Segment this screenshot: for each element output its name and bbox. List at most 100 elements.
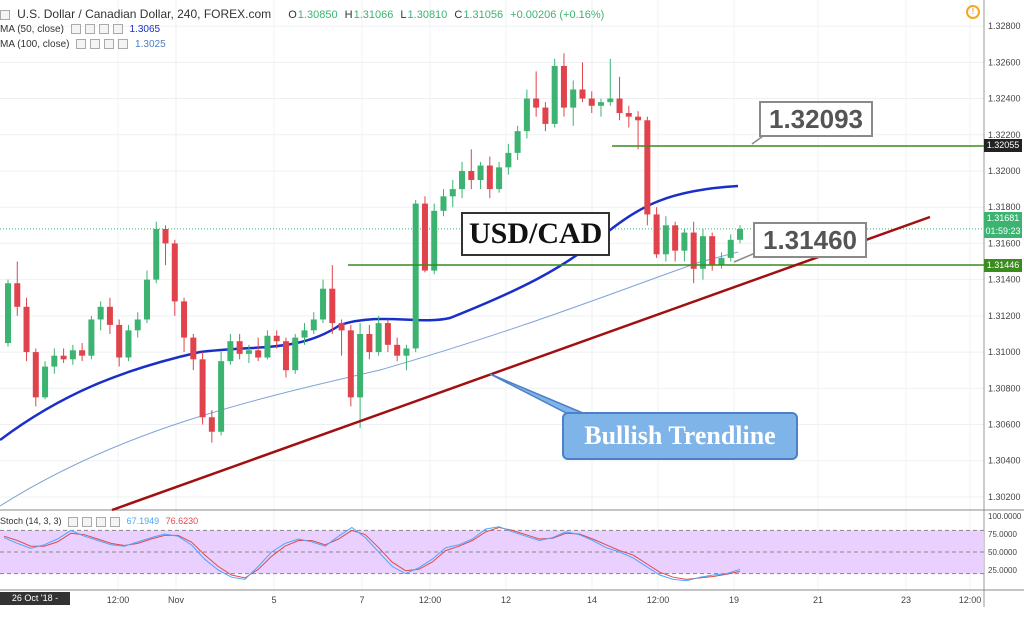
x-tick-label: 12:00 xyxy=(959,595,982,605)
candle-body xyxy=(607,98,614,103)
countdown-tag: 01:59:23 xyxy=(984,225,1022,238)
ma100-legend[interactable]: MA (100, close) 1.3025 xyxy=(0,39,170,50)
candle-body xyxy=(672,225,679,251)
y-tick-label: 1.31600 xyxy=(988,238,1021,248)
osc-tick-label: 50.0000 xyxy=(988,548,1017,557)
eye-icon[interactable] xyxy=(76,39,87,50)
close-label: C xyxy=(454,9,463,21)
trendline-pointer xyxy=(489,373,591,417)
y-tick-label: 1.31400 xyxy=(988,275,1021,285)
candle-body xyxy=(616,98,623,114)
candle-body xyxy=(32,352,39,398)
support-callout: 1.31460 xyxy=(753,222,867,258)
candle-body xyxy=(190,337,197,360)
x-tick-label: 23 xyxy=(901,595,911,605)
y-tick-label: 1.32400 xyxy=(988,94,1021,104)
candle-body xyxy=(560,65,567,108)
copy-icon[interactable] xyxy=(104,39,115,50)
collapse-icon[interactable] xyxy=(0,10,10,21)
candle-body xyxy=(60,355,67,360)
close-icon[interactable] xyxy=(112,24,123,35)
crosshair-date-tag: 26 Oct '18 - 20:00 xyxy=(0,592,70,616)
candle-body xyxy=(125,330,132,358)
candle-body xyxy=(375,323,382,353)
candle-body xyxy=(171,243,178,302)
osc-tick-label: 100.0000 xyxy=(988,512,1022,521)
candle-body xyxy=(14,283,21,307)
stoch-legend[interactable]: Stoch (14, 3, 3) 67.1949 76.6230 xyxy=(0,516,202,527)
candle-body xyxy=(653,214,660,255)
x-tick-label: 12:00 xyxy=(419,595,442,605)
y-tick-label: 1.30200 xyxy=(988,492,1021,502)
close-icon[interactable] xyxy=(110,516,121,527)
candle-body xyxy=(421,203,428,271)
candle-body xyxy=(505,152,512,168)
y-tick-label: 1.30800 xyxy=(988,383,1021,393)
gear-icon[interactable] xyxy=(90,39,101,50)
y-tick-label: 1.30400 xyxy=(988,456,1021,466)
candle-body xyxy=(79,350,86,356)
y-tick-label: 1.32600 xyxy=(988,57,1021,67)
candle-body xyxy=(366,333,373,353)
eye-icon[interactable] xyxy=(68,516,79,527)
copy-icon[interactable] xyxy=(96,516,107,527)
open-label: O xyxy=(288,9,297,21)
y-tick-label: 1.31000 xyxy=(988,347,1021,357)
candle-body xyxy=(486,165,493,190)
ma100-value: 1.3025 xyxy=(135,39,166,50)
ma100-label: MA (100, close) xyxy=(0,39,70,50)
candle-body xyxy=(523,98,530,132)
symbol-header[interactable]: U.S. Dollar / Canadian Dollar, 240, FORE… xyxy=(0,7,608,21)
candle-body xyxy=(598,102,605,106)
high-value: 1.31066 xyxy=(353,9,394,21)
candle-body xyxy=(347,330,354,398)
x-tick-label: 7 xyxy=(359,595,364,605)
ma50-legend[interactable]: MA (50, close) 1.3065 xyxy=(0,24,164,35)
stoch-label: Stoch (14, 3, 3) xyxy=(0,516,62,526)
x-tick-label: 12:00 xyxy=(647,595,670,605)
ma50-label: MA (50, close) xyxy=(0,24,64,35)
y-tick-label: 1.30600 xyxy=(988,420,1021,430)
osc-tick-label: 25.0000 xyxy=(988,566,1017,575)
candle-body xyxy=(208,417,215,432)
candle-body xyxy=(357,333,364,398)
x-tick-label: 19 xyxy=(729,595,739,605)
gear-icon[interactable] xyxy=(84,24,95,35)
candle-body xyxy=(69,350,76,360)
bullish-trendline xyxy=(111,215,931,512)
open-value: 1.30850 xyxy=(297,9,338,21)
candle-body xyxy=(459,170,466,190)
close-icon[interactable] xyxy=(118,39,129,50)
copy-icon[interactable] xyxy=(98,24,109,35)
candle-body xyxy=(5,283,11,344)
candle-body xyxy=(23,306,30,353)
candle-body xyxy=(384,323,391,345)
change-value: +0.00206 (+0.16%) xyxy=(510,9,605,21)
candle-body xyxy=(97,306,104,320)
candle-body xyxy=(570,89,577,108)
gear-icon[interactable] xyxy=(82,516,93,527)
candle-body xyxy=(153,228,160,280)
candle-body xyxy=(737,228,743,240)
candle-body xyxy=(727,239,734,258)
candle-body xyxy=(440,196,447,211)
stoch-d-value: 76.6230 xyxy=(165,516,199,526)
settings-icon[interactable]: ! xyxy=(966,5,980,19)
candle-body xyxy=(690,232,697,269)
candle-body xyxy=(699,236,706,269)
candle-body xyxy=(579,89,586,99)
candle-body xyxy=(51,355,58,367)
candle-body xyxy=(273,335,280,342)
candle-body xyxy=(255,350,262,358)
candle-body xyxy=(477,165,484,181)
candle-body xyxy=(42,366,49,398)
candle-body xyxy=(329,288,336,324)
candle-body xyxy=(496,167,503,190)
candle-body xyxy=(134,319,141,331)
eye-icon[interactable] xyxy=(70,24,81,35)
y-tick-label: 1.32000 xyxy=(988,166,1021,176)
y-tick-label: 1.31800 xyxy=(988,202,1021,212)
low-value: 1.30810 xyxy=(407,9,448,21)
resistance-callout: 1.32093 xyxy=(759,101,873,137)
